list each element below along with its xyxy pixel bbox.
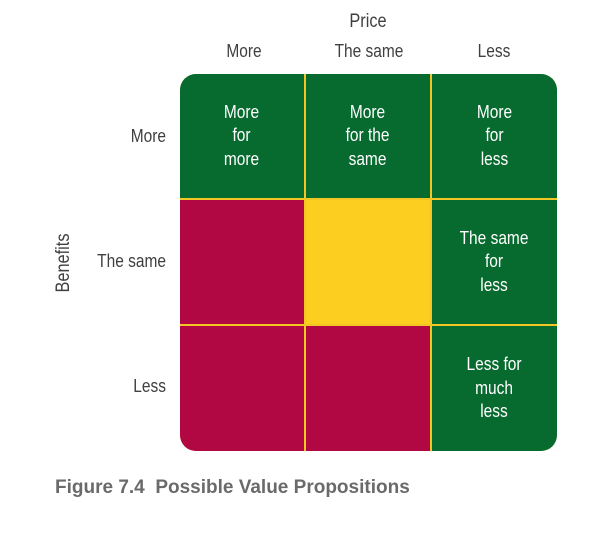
benefits-row-label-more: More <box>130 126 166 146</box>
cell-less-benefits-more-price <box>180 326 304 451</box>
cell-label: The same for less <box>460 227 529 295</box>
cell-same-benefits-less-price: The same for less <box>432 200 557 324</box>
cell-more-benefits-same-price: More for the same <box>306 74 430 198</box>
cell-label: More for the same <box>346 101 390 169</box>
cell-same-benefits-same-price <box>306 200 430 324</box>
figure-title: Possible Value Propositions <box>155 477 410 498</box>
cell-label: Less for much less <box>466 354 523 422</box>
cell-more-benefits-less-price: More for less <box>432 74 557 198</box>
benefits-row-label-same: The same <box>97 251 166 271</box>
price-axis-title: Price <box>349 11 387 32</box>
figure-caption: Figure 7.4 Possible Value Propositions <box>55 477 410 499</box>
figure-number: Figure 7.4 <box>55 477 145 498</box>
cell-more-benefits-more-price: More for more <box>180 74 304 198</box>
cell-less-benefits-same-price <box>306 326 430 451</box>
cell-label: More for less <box>476 101 513 169</box>
price-column-label-more: More <box>226 41 262 61</box>
value-proposition-grid: More for more More for the same More for… <box>180 74 557 451</box>
price-column-label-less: Less <box>477 41 511 61</box>
benefits-row-label-less: Less <box>133 376 166 396</box>
cell-label: More for more <box>224 101 260 169</box>
price-column-label-same: The same <box>334 41 404 61</box>
cell-less-benefits-less-price: Less for much less <box>432 326 557 451</box>
cell-same-benefits-more-price <box>180 200 304 324</box>
